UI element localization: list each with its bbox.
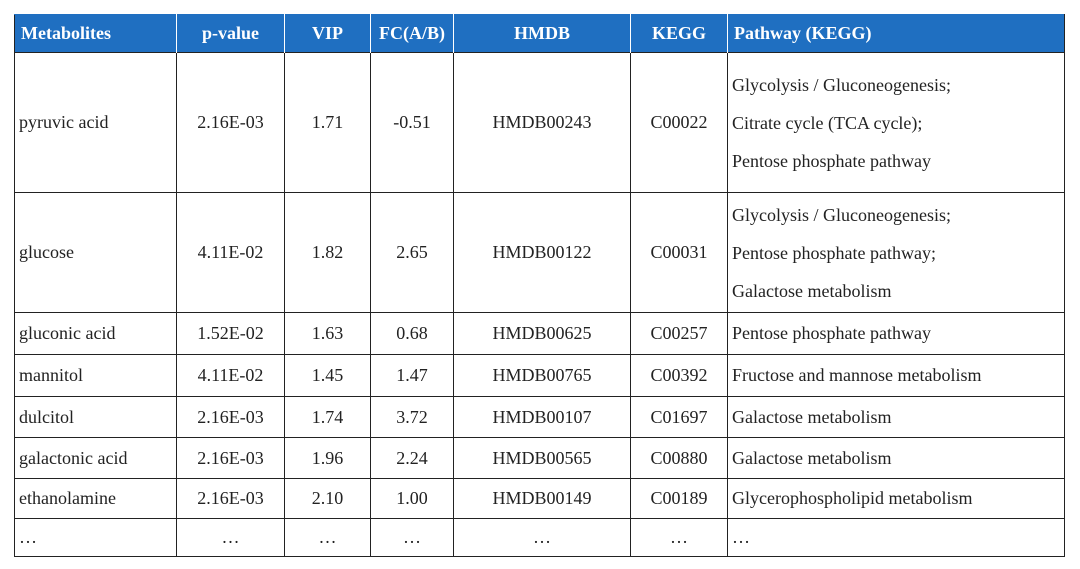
- table-cell: 1.00: [370, 478, 454, 519]
- table-cell: HMDB00625: [453, 312, 631, 355]
- table-cell: HMDB00243: [453, 52, 631, 193]
- table-cell: 2.24: [370, 437, 454, 479]
- table-cell: glucose: [14, 192, 177, 313]
- table-row: pyruvic acid 2.16E-03 1.71 -0.51 HMDB00243 C0…: [14, 52, 1065, 193]
- pathway-line: Fructose and mannose metabolism: [732, 365, 982, 385]
- pathway-line: Glycolysis / Gluconeogenesis;: [732, 204, 951, 225]
- pathway-cell: Fructose and mannose metabolism: [727, 354, 1065, 397]
- table-cell: 1.63: [284, 312, 371, 355]
- pathway-line: Pentose phosphate pathway;: [732, 242, 936, 263]
- pathway-line: Pentose phosphate pathway: [732, 150, 931, 171]
- pathway-line: Galactose metabolism: [732, 280, 892, 301]
- pathway-cell: Galactose metabolism: [727, 396, 1065, 438]
- table-cell: C00022: [630, 52, 728, 193]
- table-row: galactonic acid 2.16E-03 1.96 2.24 HMDB00565…: [14, 437, 1065, 479]
- header-cell: HMDB: [453, 14, 631, 53]
- table-cell: C00392: [630, 354, 728, 397]
- pathway-line: …: [732, 527, 750, 547]
- table-cell: dulcitol: [14, 396, 177, 438]
- table-cell: 1.52E-02: [176, 312, 285, 355]
- table-cell: C00880: [630, 437, 728, 479]
- header-cell: p-value: [176, 14, 285, 53]
- table-cell: 2.16E-03: [176, 396, 285, 438]
- pathway-cell: Glycolysis / Gluconeogenesis; Citrate cyc…: [727, 52, 1065, 193]
- table-cell: HMDB00107: [453, 396, 631, 438]
- pathway-line: Pentose phosphate pathway: [732, 323, 931, 343]
- table-cell: 2.65: [370, 192, 454, 313]
- table-cell: -0.51: [370, 52, 454, 193]
- metabolite-table: Metabolites p-value VIP FC(A/B) HMDB KEGG Path…: [14, 14, 1065, 557]
- table-cell: 2.16E-03: [176, 437, 285, 479]
- table-cell: 3.72: [370, 396, 454, 438]
- pathway-cell: Pentose phosphate pathway: [727, 312, 1065, 355]
- table-cell: galactonic acid: [14, 437, 177, 479]
- pathway-cell: Galactose metabolism: [727, 437, 1065, 479]
- table-cell: C01697: [630, 396, 728, 438]
- table-row: gluconic acid 1.52E-02 1.63 0.68 HMDB00625 C0…: [14, 312, 1065, 355]
- header-cell: FC(A/B): [370, 14, 454, 53]
- table-cell: 2.16E-03: [176, 52, 285, 193]
- table-cell: ethanolamine: [14, 478, 177, 519]
- table-cell: HMDB00149: [453, 478, 631, 519]
- pathway-line: Galactose metabolism: [732, 406, 892, 427]
- table-cell: 1.71: [284, 52, 371, 193]
- table-row: ethanolamine 2.16E-03 2.10 1.00 HMDB00149 C00…: [14, 478, 1065, 519]
- header-cell: Metabolites: [14, 14, 177, 53]
- table-row: glucose 4.11E-02 1.82 2.65 HMDB00122 C00031 Gl…: [14, 192, 1065, 313]
- table-cell: …: [630, 518, 728, 557]
- table-cell: …: [176, 518, 285, 557]
- table-row: mannitol 4.11E-02 1.45 1.47 HMDB00765 C00392 F…: [14, 354, 1065, 397]
- table-cell: …: [453, 518, 631, 557]
- table-cell: pyruvic acid: [14, 52, 177, 193]
- table-cell: mannitol: [14, 354, 177, 397]
- table-cell: HMDB00122: [453, 192, 631, 313]
- pathway-line: Galactose metabolism: [732, 447, 892, 468]
- table-cell: C00257: [630, 312, 728, 355]
- table-cell: 2.16E-03: [176, 478, 285, 519]
- table-cell: 4.11E-02: [176, 192, 285, 313]
- pathway-cell: Glycerophospholipid metabolism: [727, 478, 1065, 519]
- table-cell: C00189: [630, 478, 728, 519]
- pathway-line: Citrate cycle (TCA cycle);: [732, 112, 923, 133]
- table-cell: 1.82: [284, 192, 371, 313]
- pathway-line: Glycerophospholipid metabolism: [732, 488, 973, 508]
- pathway-cell: …: [727, 518, 1065, 557]
- table-cell: …: [370, 518, 454, 557]
- pathway-cell: Glycolysis / Gluconeogenesis; Pentose pho…: [727, 192, 1065, 313]
- header-row: Metabolites p-value VIP FC(A/B) HMDB KEGG Path…: [14, 14, 1065, 53]
- table-cell: 1.45: [284, 354, 371, 397]
- table-cell: HMDB00565: [453, 437, 631, 479]
- table-cell: 1.47: [370, 354, 454, 397]
- table-cell: …: [14, 518, 177, 557]
- pathway-line: Glycolysis / Gluconeogenesis;: [732, 74, 951, 95]
- table-cell: gluconic acid: [14, 312, 177, 355]
- table-cell: 0.68: [370, 312, 454, 355]
- table-cell: 1.96: [284, 437, 371, 479]
- table-row: dulcitol 2.16E-03 1.74 3.72 HMDB00107 C01697 G…: [14, 396, 1065, 438]
- table-body: pyruvic acid 2.16E-03 1.71 -0.51 HMDB00243 C0…: [14, 52, 1065, 557]
- table-row: …………………: [14, 518, 1065, 557]
- table-cell: C00031: [630, 192, 728, 313]
- table-cell: HMDB00765: [453, 354, 631, 397]
- header-cell: KEGG: [630, 14, 728, 53]
- table-cell: 4.11E-02: [176, 354, 285, 397]
- header-cell: VIP: [284, 14, 371, 53]
- table-cell: 2.10: [284, 478, 371, 519]
- header-cell: Pathway (KEGG): [727, 14, 1065, 53]
- table-cell: 1.74: [284, 396, 371, 438]
- table-cell: …: [284, 518, 371, 557]
